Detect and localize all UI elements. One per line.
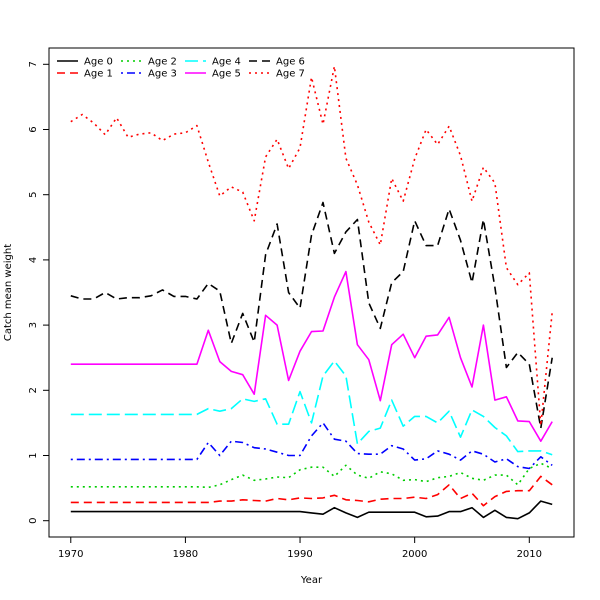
x-tick-label: 2010 <box>517 549 542 560</box>
legend-item-age-4: Age 4 <box>185 57 241 68</box>
series-lines <box>70 65 553 520</box>
x-tick-label: 1970 <box>58 549 83 560</box>
series-line-age-6 <box>70 201 553 429</box>
legend-item-age-5: Age 5 <box>185 69 241 80</box>
series-line-age-3 <box>70 422 553 470</box>
legend-item-age-3: Age 3 <box>121 69 177 80</box>
y-tick-label: 0 <box>28 518 39 524</box>
legend-label: Age 5 <box>212 69 241 80</box>
plot-frame <box>48 47 575 538</box>
legend-item-age-0: Age 0 <box>57 57 113 68</box>
x-axis-title: Year <box>300 575 323 586</box>
legend-item-age-7: Age 7 <box>249 69 305 80</box>
y-axis: 0 1 2 3 4 5 6 7 <box>28 61 49 524</box>
y-tick-label: 4 <box>28 257 39 263</box>
series-line-age-4 <box>70 360 553 456</box>
series-line-age-0 <box>70 500 553 520</box>
series-line-age-1 <box>70 475 553 507</box>
legend-label: Age 7 <box>276 69 305 80</box>
series-line-age-7 <box>70 65 553 427</box>
y-tick-label: 3 <box>28 322 39 328</box>
legend-label: Age 3 <box>148 69 177 80</box>
legend-label: Age 2 <box>148 57 177 68</box>
y-tick-label: 2 <box>28 387 39 393</box>
x-tick-label: 1990 <box>287 549 312 560</box>
series-line-age-2 <box>70 462 553 489</box>
y-tick-label: 7 <box>28 61 39 67</box>
legend-label: Age 4 <box>212 57 241 68</box>
series-line-age-5 <box>70 270 553 443</box>
y-tick-label: 5 <box>28 192 39 198</box>
y-tick-label: 1 <box>28 452 39 458</box>
x-axis: 1970 1980 1990 2000 2010 <box>58 537 542 560</box>
y-tick-label: 6 <box>28 126 39 132</box>
legend-label: Age 0 <box>84 57 113 68</box>
x-tick-label: 2000 <box>402 549 427 560</box>
legend-label: Age 1 <box>84 69 113 80</box>
legend-label: Age 6 <box>276 57 305 68</box>
y-axis-title: Catch mean weight <box>3 244 14 341</box>
x-tick-label: 1980 <box>173 549 198 560</box>
legend-item-age-6: Age 6 <box>249 57 305 68</box>
legend-item-age-1: Age 1 <box>57 69 113 80</box>
legend-item-age-2: Age 2 <box>121 57 177 68</box>
